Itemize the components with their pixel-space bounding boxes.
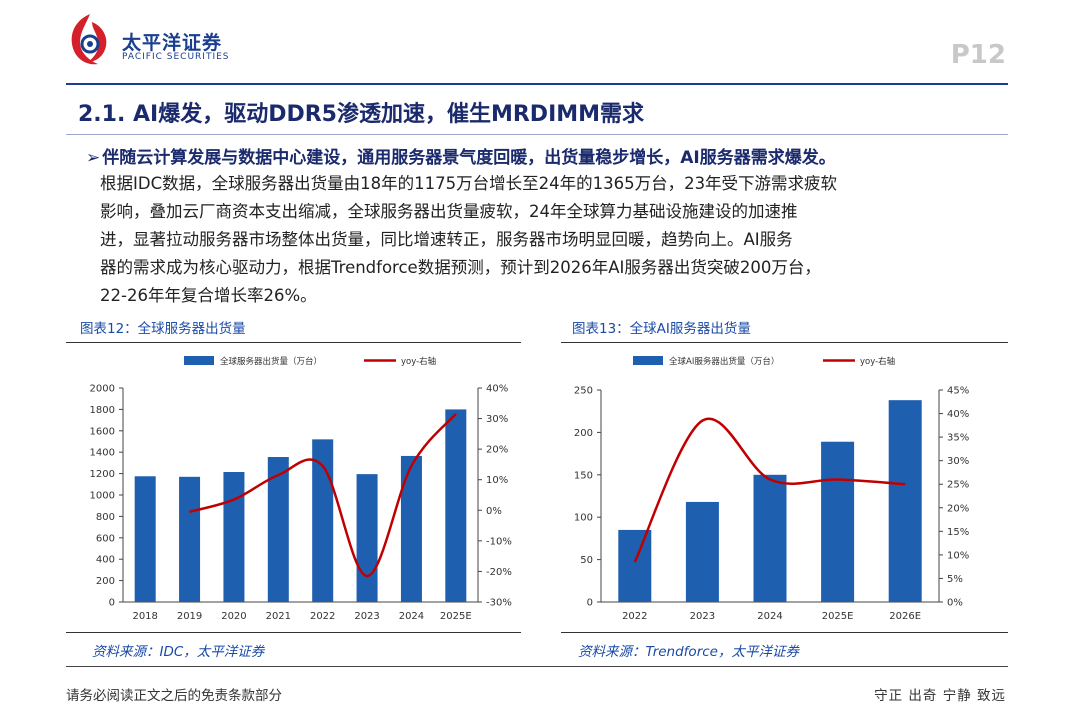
y-tick-label: 200 <box>574 428 593 439</box>
body-line: 22-26年年复合增长率26%。 <box>100 286 317 305</box>
y2-tick-label: 10% <box>947 550 969 561</box>
brand-name-cn: 太平洋证券 <box>122 32 223 54</box>
page-number: P12 <box>950 40 1006 70</box>
x-tick-label: 2026E <box>889 611 921 622</box>
x-tick-label: 2025E <box>440 611 472 622</box>
server-shipments-chart: 全球服务器出货量（万台） yoy-右轴 0 200 400 600 800 1000 1200 1… <box>90 356 512 622</box>
y2-tick-label: 20% <box>947 503 969 514</box>
bar <box>312 439 334 602</box>
body-line: 进，显著拉动服务器市场整体出货量，同比增速转正，服务器市场明显回暖，趋势向上。A… <box>100 230 793 249</box>
footer-divider <box>66 666 1008 667</box>
legend-bar-label: 全球AI服务器出货量（万台） <box>669 356 779 367</box>
y-tick-label: 2000 <box>90 384 115 395</box>
bar <box>356 474 378 602</box>
y2-tick-label: 10% <box>486 475 508 486</box>
y-tick-label: 200 <box>96 576 115 587</box>
x-tick-label: 2018 <box>132 611 157 622</box>
ai-server-shipments-chart: 全球AI服务器出货量（万台） yoy-右轴 0 50 100 150 200 250 0% 5% 1… <box>574 356 969 622</box>
bar <box>400 455 422 602</box>
bar <box>618 529 652 602</box>
y-tick-label: 600 <box>96 533 115 544</box>
brand-name-en: PACIFIC SECURITIES <box>122 52 230 62</box>
bar <box>445 409 467 602</box>
title-divider <box>66 134 1008 135</box>
figure-13-top-rule <box>561 342 1008 343</box>
figure-12-bottom-rule <box>66 632 521 633</box>
body-line: 根据IDC数据，全球服务器出货量由18年的1175万台增长至24年的1365万台… <box>100 174 838 193</box>
y-tick-label: 1800 <box>90 405 115 416</box>
y-tick-label: 800 <box>96 512 115 523</box>
bar <box>685 501 719 602</box>
header-divider <box>66 83 1008 85</box>
y2-tick-label: 35% <box>947 433 969 444</box>
x-tick-label: 2024 <box>399 611 424 622</box>
x-tick-label: 2019 <box>177 611 202 622</box>
y2-tick-label: 0% <box>486 506 502 517</box>
body-line: 影响，叠加云厂商资本支出缩减，全球服务器出货量疲软，24年全球算力基础设施建设的… <box>100 202 798 221</box>
figure-13-source: 资料来源：Trendforce，太平洋证券 <box>578 644 799 660</box>
legend-bar-swatch <box>633 356 663 365</box>
x-tick-label: 2020 <box>221 611 246 622</box>
y2-tick-label: -10% <box>486 536 512 547</box>
y-tick-label: 1200 <box>90 469 115 480</box>
x-tick-label: 2025E <box>822 611 854 622</box>
x-tick-label: 2023 <box>354 611 379 622</box>
y-tick-label: 0 <box>109 598 115 609</box>
key-point-text: 伴随云计算发展与数据中心建设，通用服务器景气度回暖，出货量稳步增长，AI服务器需… <box>102 148 836 168</box>
legend-line-label: yoy-右轴 <box>860 356 895 367</box>
figure-12-top-rule <box>66 342 521 343</box>
y-tick-label: 1600 <box>90 426 115 437</box>
y-tick-label: 100 <box>574 513 593 524</box>
body-line: 器的需求成为核心驱动力，根据Trendforce数据预测，预计到2026年AI服… <box>100 258 821 277</box>
y-tick-label: 400 <box>96 555 115 566</box>
bar <box>134 476 156 602</box>
y2-tick-label: 30% <box>486 414 508 425</box>
x-tick-label: 2021 <box>266 611 291 622</box>
y2-tick-label: -20% <box>486 567 512 578</box>
y2-tick-label: 20% <box>486 445 508 456</box>
bar <box>267 457 289 602</box>
bar <box>223 471 245 602</box>
y-tick-label: 1400 <box>90 448 115 459</box>
y2-tick-label: -30% <box>486 598 512 609</box>
y2-tick-label: 0% <box>947 598 963 609</box>
y-tick-label: 150 <box>574 470 593 481</box>
x-tick-label: 2023 <box>690 611 715 622</box>
y2-tick-label: 30% <box>947 456 969 467</box>
key-point: ➢ 伴随云计算发展与数据中心建设，通用服务器景气度回暖，出货量稳步增长，AI服务器… <box>86 143 836 168</box>
yoy-series-line <box>633 417 906 563</box>
section-title: 2.1. AI爆发，驱动DDR5渗透加速，催生MRDIMM需求 <box>78 102 645 127</box>
x-tick-label: 2022 <box>310 611 335 622</box>
y2-tick-label: 25% <box>947 480 969 491</box>
y-tick-label: 1000 <box>90 491 115 502</box>
y2-tick-label: 40% <box>486 384 508 395</box>
y2-tick-label: 45% <box>947 386 969 397</box>
figure-12-label: 图表12：全球服务器出货量 <box>80 321 246 337</box>
y2-tick-label: 40% <box>947 409 969 420</box>
pacific-securities-logo-icon <box>71 14 107 65</box>
figure-12-source: 资料来源：IDC，太平洋证券 <box>92 644 265 660</box>
legend-bar-swatch <box>184 356 214 365</box>
y-tick-label: 250 <box>574 386 593 397</box>
page-header: 太平洋证券 PACIFIC SECURITIES P12 <box>0 0 1080 85</box>
x-tick-label: 2022 <box>622 611 647 622</box>
x-tick-label: 2024 <box>757 611 782 622</box>
bar <box>888 400 922 602</box>
bar <box>821 441 855 602</box>
bullet-arrow-icon: ➢ <box>86 148 101 168</box>
disclaimer-note: 请务必阅读正文之后的免责条款部分 <box>66 688 282 704</box>
bar <box>753 474 787 602</box>
bar <box>179 476 201 602</box>
company-motto: 守正 出奇 宁静 致远 <box>874 688 1006 704</box>
figure-13-bottom-rule <box>561 632 1008 633</box>
y-tick-label: 50 <box>580 555 593 566</box>
figure-13-label: 图表13：全球AI服务器出货量 <box>572 321 751 337</box>
legend-line-label: yoy-右轴 <box>401 356 436 367</box>
y2-tick-label: 15% <box>947 527 969 538</box>
body-paragraph: 根据IDC数据，全球服务器出货量由18年的1175万台增长至24年的1365万台… <box>100 170 1000 310</box>
legend-bar-label: 全球服务器出货量（万台） <box>220 356 322 367</box>
y-tick-label: 0 <box>587 598 593 609</box>
y2-tick-label: 5% <box>947 574 963 585</box>
